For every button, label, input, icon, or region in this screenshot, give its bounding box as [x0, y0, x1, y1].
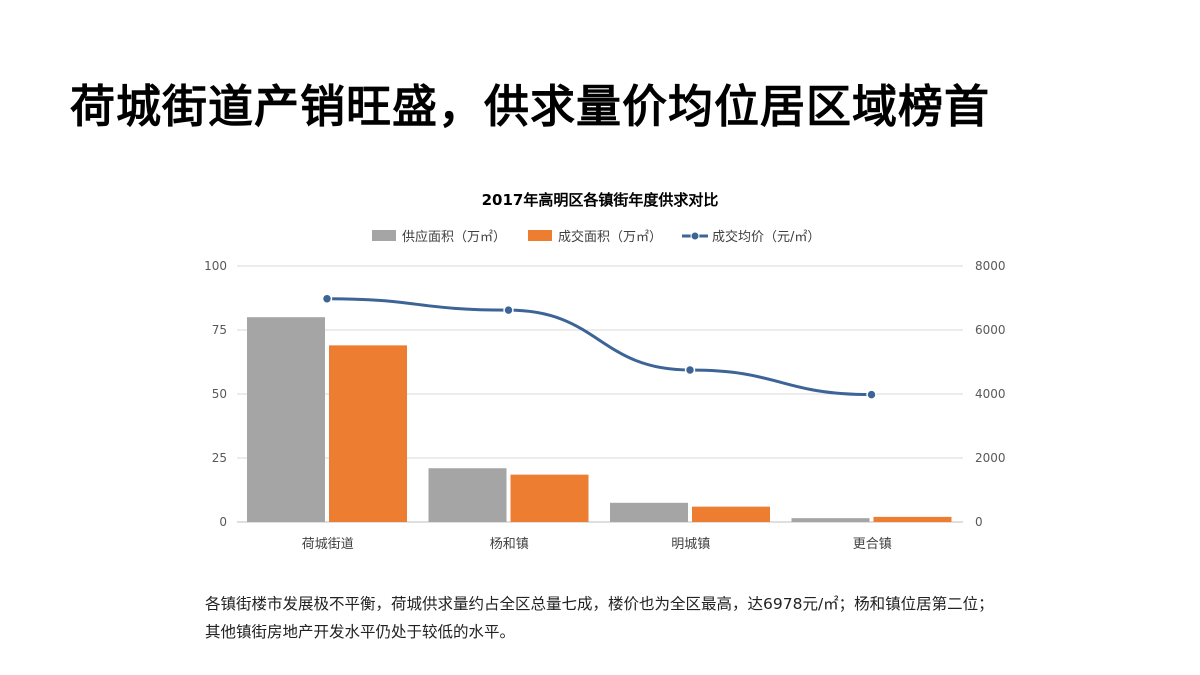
page-title: 荷城街道产销旺盛，供求量价均位居区域榜首: [70, 80, 991, 133]
bar-deal: [873, 516, 952, 522]
y-left-tick-label: 50: [212, 387, 227, 401]
price-line-path: [326, 297, 872, 397]
x-tick-label: 杨和镇: [490, 537, 529, 552]
bar-supply: [791, 518, 870, 522]
bar-supply: [610, 502, 688, 522]
x-tick-label: 更合镇: [853, 537, 892, 552]
summary-text: 各镇街楼市发展极不平衡，荷城供求量约占全区总量七成，楼价也为全区最高，达6978…: [205, 595, 994, 641]
y-right-tick-label: 0: [975, 515, 983, 529]
y-axis-left: 0 25 50 75 100: [204, 259, 227, 529]
y-left-tick-label: 100: [204, 259, 227, 273]
x-tick-label: 明城镇: [671, 537, 710, 552]
bar-deal: [510, 474, 589, 522]
y-left-tick-label: 0: [219, 515, 227, 529]
price-line: [321, 293, 877, 400]
legend-marker: [690, 231, 700, 241]
y-right-tick-label: 6000: [975, 323, 1006, 337]
y-left-tick-label: 75: [212, 323, 227, 337]
legend-label: 成交均价（元/㎡）: [712, 229, 820, 245]
bar-deal: [692, 506, 770, 522]
y-right-tick-label: 2000: [975, 451, 1006, 465]
bar-deal: [329, 345, 407, 522]
bars: [247, 317, 952, 522]
price-point: [684, 364, 696, 376]
price-point: [503, 304, 514, 316]
x-axis-labels: 荷城街道 杨和镇 明城镇 更合镇: [302, 537, 892, 552]
y-right-tick-label: 4000: [975, 387, 1006, 401]
chart-svg: 2017年高明区各镇街年度供求对比 供应面积（万㎡） 成交面积（万㎡） 成交均价（元…: [204, 191, 1006, 552]
y-axis-right: 0 2000 4000 6000 8000: [975, 259, 1006, 529]
y-right-tick-label: 8000: [975, 259, 1006, 273]
bar-supply: [428, 468, 507, 522]
legend-label: 成交面积（万㎡）: [558, 229, 662, 245]
legend-label: 供应面积（万㎡）: [402, 229, 506, 245]
legend-swatch: [372, 230, 396, 241]
bar-supply: [247, 317, 325, 522]
price-point: [321, 293, 333, 304]
price-point: [866, 389, 877, 400]
y-left-tick-label: 25: [212, 451, 227, 465]
chart-legend: 供应面积（万㎡） 成交面积（万㎡） 成交均价（元/㎡）: [372, 229, 820, 245]
chart-title: 2017年高明区各镇街年度供求对比: [482, 191, 719, 209]
x-tick-label: 荷城街道: [302, 537, 354, 552]
legend-swatch: [528, 230, 552, 241]
